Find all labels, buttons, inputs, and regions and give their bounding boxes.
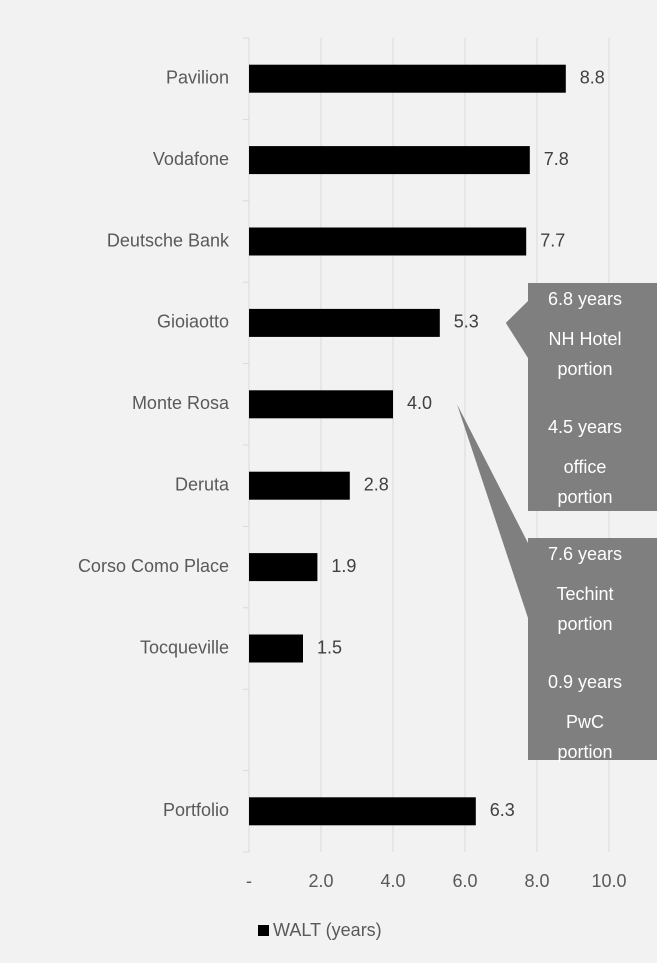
data-label: 6.3: [490, 800, 515, 820]
legend-label: WALT (years): [273, 920, 382, 940]
y-tick-label: Pavilion: [166, 67, 229, 87]
data-label: 1.9: [331, 556, 356, 576]
x-tick-label: 4.0: [380, 871, 405, 891]
y-tick-label: Portfolio: [163, 800, 229, 820]
y-tick-label: Deruta: [175, 474, 230, 494]
callout-text: 0.9 years: [548, 672, 622, 692]
data-label: 8.8: [580, 67, 605, 87]
callout-text: portion: [557, 359, 612, 379]
x-tick-label: 8.0: [524, 871, 549, 891]
bar: [249, 634, 303, 663]
bar: [249, 64, 566, 93]
callout-text: Techint: [556, 584, 613, 604]
callout-text: portion: [557, 614, 612, 634]
y-tick-label: Vodafone: [153, 149, 229, 169]
y-tick-label: Gioiaotto: [157, 312, 229, 332]
x-tick-label: 2.0: [308, 871, 333, 891]
x-tick-label: 6.0: [452, 871, 477, 891]
data-label: 1.5: [317, 637, 342, 657]
data-label: 4.0: [407, 393, 432, 413]
data-label: 5.3: [454, 312, 479, 332]
callout-text: NH Hotel: [548, 329, 621, 349]
callout-text: 6.8 years: [548, 289, 622, 309]
callout-text: portion: [557, 742, 612, 762]
callout-text: portion: [557, 487, 612, 507]
callout-text: 4.5 years: [548, 417, 622, 437]
y-tick-label: Tocqueville: [140, 637, 229, 657]
bar: [249, 553, 318, 582]
y-tick-label: Monte Rosa: [132, 393, 230, 413]
bar: [249, 227, 527, 256]
bar: [249, 797, 476, 826]
callout-text: 7.6 years: [548, 544, 622, 564]
bar: [249, 308, 440, 337]
callout-text: office: [564, 457, 607, 477]
x-tick-label: -: [246, 871, 252, 891]
data-label: 7.7: [540, 230, 565, 250]
callout-pointer: [457, 404, 528, 618]
y-tick-label: Corso Como Place: [78, 556, 229, 576]
legend-swatch: [258, 925, 269, 936]
bar: [249, 471, 350, 500]
x-tick-label: 10.0: [591, 871, 626, 891]
data-label: 2.8: [364, 474, 389, 494]
bar: [249, 390, 393, 419]
y-tick-label: Deutsche Bank: [107, 230, 230, 250]
callout-pointer: [505, 301, 528, 358]
callout-box: [528, 538, 657, 760]
bar: [249, 146, 530, 175]
data-label: 7.8: [544, 149, 569, 169]
callout-text: PwC: [566, 712, 604, 732]
callout-box: [528, 283, 657, 511]
